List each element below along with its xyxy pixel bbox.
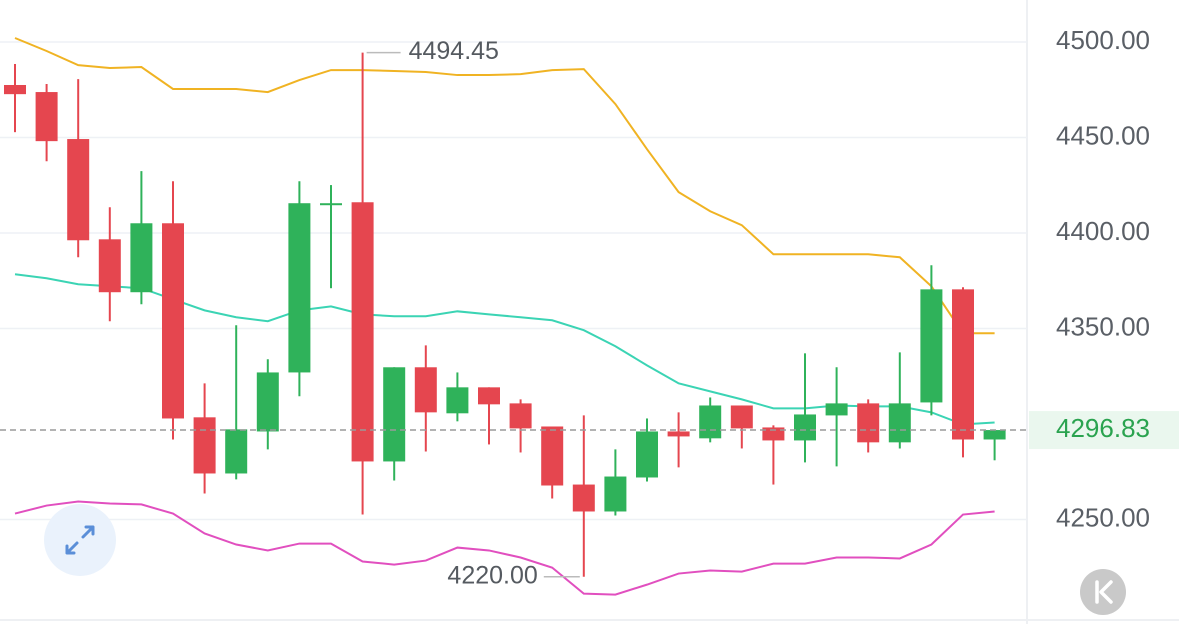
expand-button[interactable] [44, 504, 116, 576]
y-tick-label: 4450.00 [1056, 120, 1150, 150]
band-line [14, 37, 995, 335]
y-tick-label: 4400.00 [1056, 216, 1150, 246]
candle-body [446, 387, 469, 414]
candle-body [225, 429, 248, 474]
candle-body [414, 367, 437, 413]
candle-body [920, 289, 943, 403]
candle-body [857, 403, 880, 443]
candle-body [983, 430, 1006, 440]
candle-body [320, 203, 342, 206]
scroll-to-latest-button[interactable] [1080, 569, 1126, 615]
y-tick-label: 4500.00 [1056, 25, 1150, 55]
current-price-badge [1029, 411, 1179, 450]
candle-body [699, 405, 722, 439]
overlay: 4250.00 4350.00 4400.00 4450.00 4500.00 4296.… [0, 25, 1179, 589]
candle-body [825, 403, 848, 416]
candle-body [730, 405, 753, 429]
candle-body [794, 414, 816, 441]
candle-body [256, 372, 279, 432]
band-line [14, 500, 995, 596]
candle-body [604, 476, 627, 512]
y-tick-label: 4250.00 [1056, 502, 1150, 532]
candle-body [572, 484, 595, 512]
candle-body [288, 203, 311, 373]
candle-body [952, 289, 974, 440]
candle-body [888, 403, 911, 443]
candle-body [35, 92, 58, 142]
y-tick-label: 4350.00 [1056, 311, 1150, 341]
candle-body [541, 426, 564, 486]
candle-body [478, 387, 500, 405]
candle-body [67, 139, 90, 241]
candle-body [162, 223, 184, 419]
candle-body [509, 403, 532, 429]
annotation-label: 4220.00 [447, 561, 537, 589]
candle-body [4, 84, 26, 95]
candle-body [98, 239, 121, 293]
candle-body [130, 223, 153, 293]
candle-body [636, 431, 658, 478]
annotation-label: 4494.45 [409, 37, 499, 65]
candle-body [762, 427, 785, 441]
candles [4, 52, 1006, 577]
candle-body [383, 367, 406, 462]
candle-body [351, 202, 374, 462]
current-price-label: 4296.83 [1056, 413, 1150, 443]
candle-body [667, 431, 690, 437]
candle-body [193, 417, 216, 474]
